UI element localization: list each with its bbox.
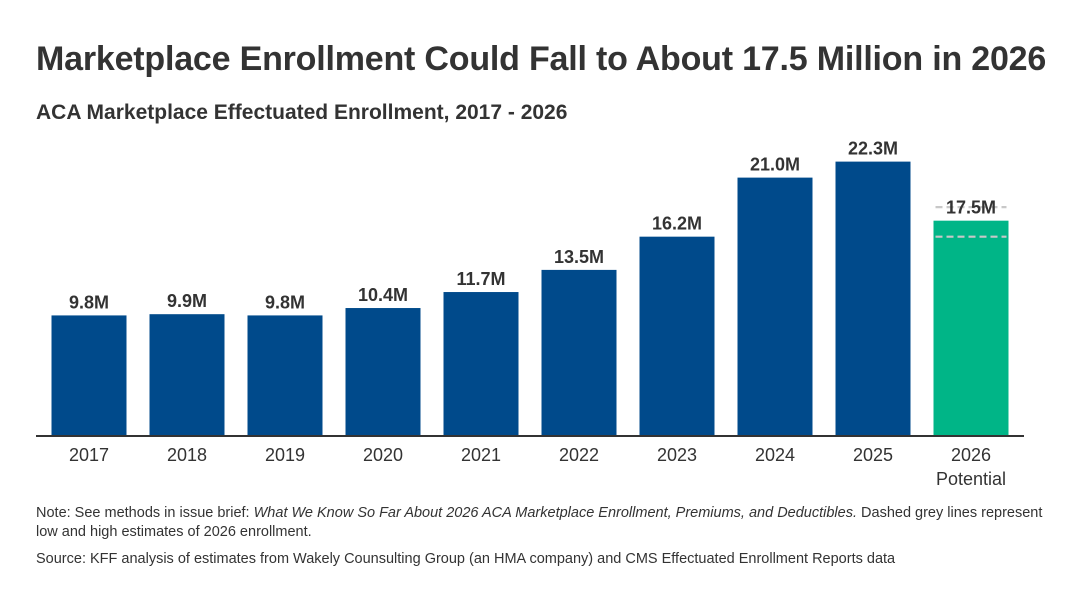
note-suffix: Dashed grey lines represent low and high…	[36, 505, 1043, 540]
x-tick-sublabel-2026: Potential	[936, 469, 1006, 489]
value-label-2018: 9.9M	[167, 291, 207, 311]
bar-2022	[541, 269, 617, 436]
x-tick-label-2026: 2026	[951, 445, 991, 465]
bar-2018	[149, 314, 225, 436]
value-label-2019: 9.8M	[265, 292, 305, 312]
x-tick-label-2018: 2018	[167, 445, 207, 465]
x-tick-label-2019: 2019	[265, 445, 305, 465]
value-label-2024: 21.0M	[750, 155, 800, 175]
bar-2024	[737, 177, 813, 436]
x-tick-label-2025: 2025	[853, 445, 893, 465]
x-tick-label-2023: 2023	[657, 445, 697, 465]
x-tick-label-2021: 2021	[461, 445, 501, 465]
value-label-2025: 22.3M	[848, 140, 898, 159]
x-tick-label-2024: 2024	[755, 445, 795, 465]
bar-chart: 9.8M 2017 9.9M 2018 9.8M 2019 10.4M 2020 11.7M 20…	[36, 140, 1024, 489]
x-tick-label-2017: 2017	[69, 445, 109, 465]
value-label-2023: 16.2M	[652, 214, 702, 234]
note-text: Note: See methods in issue brief: What W…	[36, 504, 1046, 542]
value-label-2026: 17.5M	[946, 198, 996, 218]
chart-title: Marketplace Enrollment Could Fall to Abo…	[36, 40, 1047, 78]
x-tick-label-2020: 2020	[363, 445, 403, 465]
bar-2017	[51, 315, 127, 436]
bar-2026-potential	[933, 220, 1009, 436]
source-text: Source: KFF analysis of estimates from W…	[36, 551, 896, 567]
value-label-2020: 10.4M	[358, 285, 408, 305]
chart-notes: Note: See methods in issue brief: What W…	[36, 504, 1046, 569]
bar-2021	[443, 292, 519, 436]
note-brief-title: What We Know So Far About 2026 ACA Marke…	[253, 505, 857, 521]
bar-2023	[639, 236, 715, 436]
x-tick-label-2022: 2022	[559, 445, 599, 465]
bar-2019	[247, 315, 323, 436]
chart-subtitle: ACA Marketplace Effectuated Enrollment, …	[36, 101, 568, 124]
bar-2020	[345, 308, 421, 436]
bar-2025	[835, 161, 911, 436]
value-label-2017: 9.8M	[69, 292, 109, 312]
value-label-2021: 11.7M	[456, 269, 505, 289]
value-label-2022: 13.5M	[554, 247, 604, 267]
note-prefix: Note: See methods in issue brief:	[36, 505, 254, 521]
